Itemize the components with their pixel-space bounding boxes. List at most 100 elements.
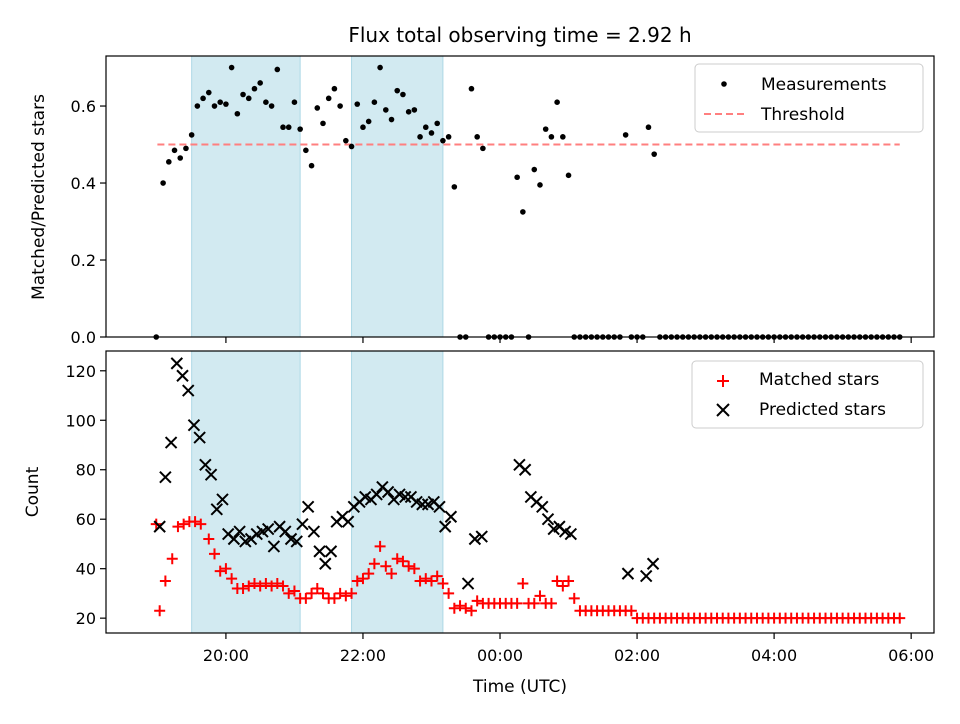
measurement-point (548, 134, 555, 140)
measurement-point (245, 95, 252, 102)
matched-star-point (511, 597, 523, 609)
matched-star-point (306, 587, 318, 599)
predicted-star-point (313, 545, 326, 558)
measurement-point (445, 134, 452, 140)
matched-star-point (277, 580, 289, 592)
legend-predicted-label: Predicted stars (759, 400, 886, 420)
x-axis-label: Time (UTC) (472, 677, 567, 697)
measurement-point (622, 132, 629, 138)
measurement-point (354, 101, 361, 107)
matched-star-point (563, 575, 575, 587)
measurement-point (365, 118, 372, 125)
predicted-star-point (444, 510, 458, 523)
matched-star-point (420, 573, 432, 585)
chart-title: Flux total observing time = 2.92 h (348, 23, 691, 47)
measurement-point (166, 159, 172, 165)
matched-star-point (568, 592, 580, 604)
observing-band (351, 55, 444, 338)
matched-star-point (208, 548, 220, 560)
predicted-star-point (475, 530, 488, 543)
measurement-point (514, 174, 520, 181)
measurement-point (371, 99, 378, 105)
predicted-star-point (193, 431, 206, 444)
measurement-point (383, 107, 389, 113)
matched-star-point (368, 558, 380, 570)
matched-star-point (408, 563, 420, 575)
measurement-point (211, 103, 218, 109)
measurement-point (297, 126, 303, 132)
predicted-star-point (164, 436, 178, 449)
predicted-star-point (233, 525, 246, 538)
bottom-plot-marks (150, 357, 906, 624)
measurement-point (160, 180, 166, 186)
bottom-y-tick-label: 20 (76, 609, 96, 628)
matched-star-point (437, 578, 449, 590)
matched-star-point (551, 575, 563, 587)
predicted-star-point (541, 513, 555, 526)
legend-measurements-label: Measurements (761, 75, 887, 95)
matched-star-point (317, 587, 329, 599)
measurement-point (200, 95, 206, 102)
measurement-point (468, 85, 475, 92)
measurement-point (234, 110, 241, 117)
matched-star-point (178, 518, 190, 530)
measurement-point (405, 109, 412, 115)
measurement-point (228, 64, 235, 71)
predicted-star-point (296, 517, 309, 531)
x-tick-label: 00:00 (477, 646, 523, 665)
matched-star-point (625, 605, 637, 617)
measurement-point (291, 99, 298, 105)
measurement-point (223, 101, 229, 107)
measurement-point (434, 120, 441, 127)
predicted-star-point (461, 577, 475, 590)
measurement-point (388, 116, 395, 123)
matched-star-point (363, 568, 375, 580)
bottom-legend-box (691, 360, 924, 429)
measurement-point (217, 99, 224, 105)
measurement-point (205, 89, 212, 96)
measurement-point (257, 80, 263, 86)
predicted-star-point (227, 532, 241, 546)
matched-star-point (311, 582, 323, 594)
measurement-point (474, 134, 480, 140)
matched-star-point (431, 570, 443, 582)
top-axes-frame (105, 55, 935, 338)
predicted-star-point (381, 485, 395, 499)
top-y-axis-label: Matched/Predicted stars (29, 94, 49, 300)
measurement-point (171, 147, 178, 154)
legend-matched-label: Matched stars (759, 370, 879, 390)
x-tick-label: 04:00 (751, 646, 797, 665)
measurement-point (308, 162, 315, 169)
predicted-star-point (176, 369, 189, 382)
matched-star-point (271, 578, 283, 590)
legend-predicted-marker (716, 403, 730, 417)
measurement-point (377, 64, 383, 71)
predicted-star-point (621, 567, 635, 580)
measurement-point (440, 137, 446, 144)
predicted-star-point (646, 557, 660, 570)
measurement-point (565, 172, 572, 179)
predicted-star-point (290, 535, 303, 548)
matched-star-point (357, 573, 369, 585)
predicted-star-point (307, 525, 321, 538)
predicted-star-point (370, 488, 383, 501)
measurement-point (325, 95, 332, 102)
measurement-point (554, 99, 560, 105)
measurement-point (343, 137, 349, 144)
measurement-point (451, 184, 458, 190)
measurement-point (183, 145, 189, 152)
measurement-point (194, 103, 201, 109)
measurement-point (177, 155, 184, 161)
predicted-star-point (416, 498, 429, 511)
predicted-star-point (468, 532, 482, 546)
measurement-point (274, 66, 281, 73)
measurement-point (280, 124, 286, 131)
legend-matched-marker (717, 375, 729, 387)
matched-star-point (443, 587, 455, 599)
matched-star-point (154, 605, 166, 617)
predicted-star-point (324, 545, 338, 558)
bottom-y-tick-label: 80 (76, 461, 96, 480)
measurement-point (251, 85, 258, 92)
matched-star-point (189, 516, 201, 528)
